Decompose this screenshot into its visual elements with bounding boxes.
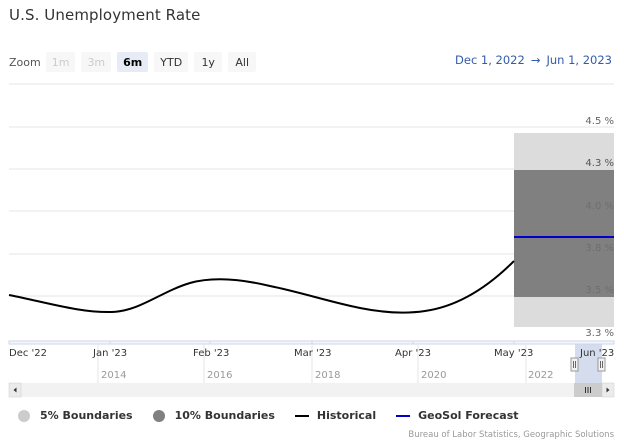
scroll-left-icon (13, 387, 17, 393)
x-tick-jan-23: Jan '23 (92, 348, 127, 359)
band-10pct (514, 170, 614, 297)
navigator[interactable] (8, 340, 615, 383)
x-axis-labels: Dec '22 Jan '23 Feb '23 Mar '23 Apr '23 … (9, 348, 614, 359)
range-selector: Zoom 1m 3m 6m YTD 1y All (9, 51, 262, 73)
nav-year-2022: 2022 (528, 370, 553, 381)
nav-year-2014: 2014 (101, 370, 126, 381)
x-tick-mar-23: Mar '23 (294, 348, 332, 359)
nav-year-2020: 2020 (421, 370, 446, 381)
nav-year-2018: 2018 (315, 370, 340, 381)
circle-icon (18, 409, 30, 422)
zoom-1m-button[interactable]: 1m (45, 52, 76, 72)
range-from-date[interactable]: Dec 1, 2022 (455, 53, 525, 67)
scrollbar[interactable] (8, 382, 615, 398)
scrollbar-grip-icon (585, 387, 591, 393)
x-tick-feb-23: Feb '23 (193, 348, 229, 359)
date-range-display: Dec 1, 2022 → Jun 1, 2023 (455, 53, 612, 67)
x-tick-apr-23: Apr '23 (395, 348, 431, 359)
legend-label: Historical (316, 409, 377, 422)
line-icon (294, 414, 309, 417)
y-axis-labels: 4.5 % 4.3 % 4.0 % 3.8 % 3.5 % 3.3 % (585, 116, 614, 339)
y-tick-4-3: 4.3 % (585, 158, 614, 169)
y-tick-4-5: 4.5 % (585, 116, 614, 127)
chart-legend: 5% Boundaries 10% Boundaries Historical … (18, 409, 539, 422)
legend-item-historical[interactable]: Historical (294, 409, 377, 422)
zoom-6m-button[interactable]: 6m (117, 52, 149, 72)
y-tick-4-0: 4.0 % (585, 201, 614, 212)
zoom-1y-button[interactable]: 1y (194, 52, 223, 72)
navigator-right-handle[interactable] (597, 357, 606, 372)
legend-label: 10% Boundaries (174, 409, 275, 422)
x-tick-may-23: May '23 (494, 348, 533, 359)
chart-title: U.S. Unemployment Rate (9, 6, 201, 24)
y-tick-3-3: 3.3 % (585, 328, 614, 339)
legend-item-10pct-boundaries[interactable]: 10% Boundaries (152, 409, 275, 422)
circle-icon (152, 409, 165, 422)
x-tick-jun-23: Jun '23 (579, 348, 614, 359)
range-to-date[interactable]: Jun 1, 2023 (546, 53, 612, 67)
nav-year-2016: 2016 (207, 370, 232, 381)
x-tick-dec-22: Dec '22 (9, 348, 47, 359)
chart-credits[interactable]: Bureau of Labor Statistics, Geographic S… (408, 430, 614, 440)
legend-item-geosol-forecast[interactable]: GeoSol Forecast (396, 409, 519, 422)
y-tick-3-8: 3.8 % (585, 243, 614, 254)
zoom-3m-button[interactable]: 3m (81, 52, 112, 72)
legend-label: GeoSol Forecast (418, 409, 519, 422)
line-icon (396, 414, 411, 417)
range-arrow-icon: → (530, 53, 541, 67)
legend-label: 5% Boundaries (40, 409, 133, 422)
scroll-right-icon (606, 387, 610, 393)
legend-item-5pct-boundaries[interactable]: 5% Boundaries (18, 409, 133, 422)
zoom-label: Zoom (9, 55, 41, 69)
navigator-year-labels: 2014 2016 2018 2020 2022 (101, 370, 553, 381)
y-tick-3-5: 3.5 % (585, 285, 614, 296)
historical-line (8, 260, 515, 314)
zoom-ytd-button[interactable]: YTD (154, 52, 189, 72)
navigator-left-handle[interactable] (570, 357, 579, 372)
zoom-all-button[interactable]: All (228, 52, 257, 72)
